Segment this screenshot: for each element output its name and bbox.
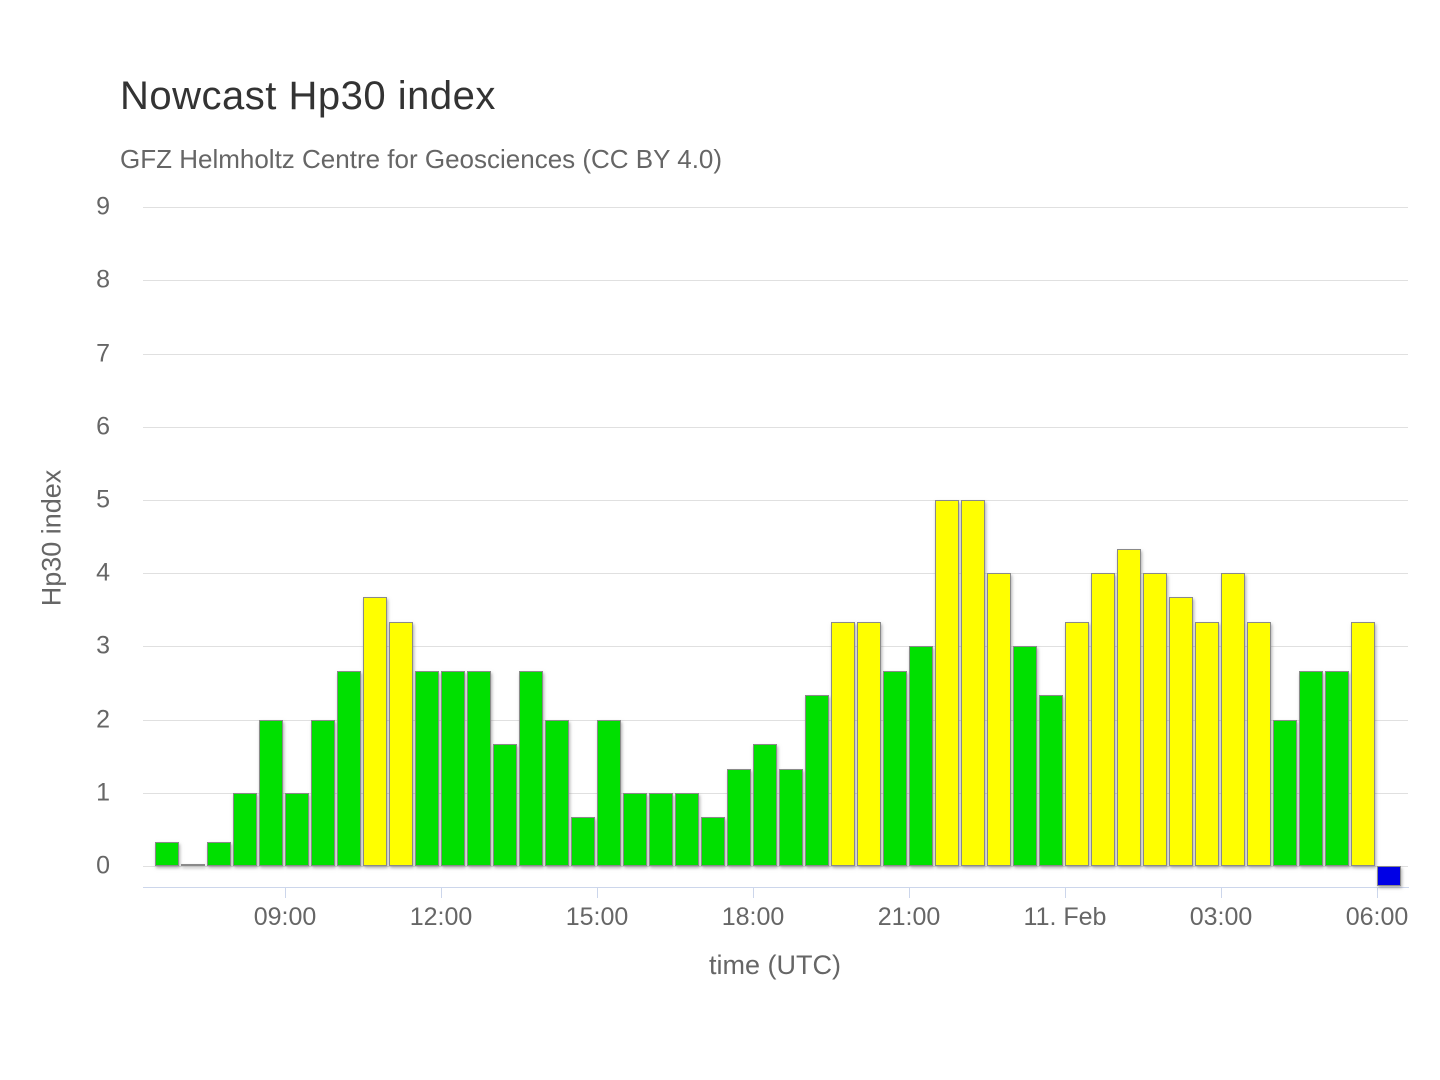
hp30-bar[interactable] (1273, 720, 1297, 866)
hp30-bar[interactable] (675, 793, 699, 866)
y-axis-tick-label: 3 (96, 631, 110, 660)
x-axis-tick-label: 21:00 (877, 903, 941, 931)
y-gridline (143, 280, 1408, 281)
hp30-bar[interactable] (805, 695, 829, 866)
hp30-bar[interactable] (467, 671, 491, 866)
hp30-bar[interactable] (259, 720, 283, 866)
x-axis-tick (753, 888, 754, 898)
hp30-bar[interactable] (883, 671, 907, 866)
hp30-bar[interactable] (207, 842, 231, 866)
y-gridline (143, 207, 1408, 208)
y-gridline (143, 500, 1408, 501)
y-axis-tick-label: 9 (96, 192, 110, 221)
hp30-bar[interactable] (519, 671, 543, 866)
hp30-bar[interactable] (701, 817, 725, 866)
x-axis-tick-label: 06:00 (1345, 903, 1409, 931)
hp30-bar[interactable] (857, 622, 881, 866)
hp30-bar[interactable] (337, 671, 361, 866)
hp30-bar[interactable] (935, 500, 959, 866)
hp30-bar[interactable] (1039, 695, 1063, 866)
y-axis-tick-label: 7 (96, 339, 110, 368)
x-axis-tick-label: 09:00 (253, 903, 317, 931)
y-gridline (143, 427, 1408, 428)
y-gridline (143, 573, 1408, 574)
chart-title: Nowcast Hp30 index (120, 74, 496, 118)
hp30-bar[interactable] (779, 769, 803, 866)
hp30-bar[interactable] (1117, 549, 1141, 866)
x-axis-tick (285, 888, 286, 898)
x-axis-tick (1377, 888, 1378, 898)
hp30-bar[interactable] (1325, 671, 1349, 866)
x-axis-tick (597, 888, 598, 898)
hp30-bar[interactable] (1169, 597, 1193, 866)
hp30-bar[interactable] (909, 646, 933, 866)
hp30-bar[interactable] (831, 622, 855, 866)
hp30-bar[interactable] (1247, 622, 1271, 866)
x-axis-tick-label: 11. Feb (1023, 903, 1107, 931)
y-gridline (143, 646, 1408, 647)
hp30-bar[interactable] (753, 744, 777, 866)
y-axis-tick-label: 8 (96, 265, 110, 294)
hp30-bar[interactable] (493, 744, 517, 866)
hp30-bar[interactable] (389, 622, 413, 866)
hp30-bar[interactable] (155, 842, 179, 866)
x-axis-tick-label: 03:00 (1189, 903, 1253, 931)
x-axis-tick-label: 15:00 (565, 903, 629, 931)
hp30-bar[interactable] (1013, 646, 1037, 866)
hp30-bar[interactable] (597, 720, 621, 866)
hp30-bar[interactable] (1195, 622, 1219, 866)
x-axis-title: time (UTC) (709, 950, 841, 980)
pending-bar[interactable] (1377, 866, 1401, 886)
hp30-bar[interactable] (311, 720, 335, 866)
x-axis-tick (909, 888, 910, 898)
x-axis-line (143, 887, 1409, 888)
hp30-bar[interactable] (649, 793, 673, 866)
hp30-bar[interactable] (441, 671, 465, 866)
y-axis-tick-label: 1 (96, 778, 110, 807)
hp30-bar[interactable] (233, 793, 257, 866)
y-axis-tick-label: 4 (96, 558, 110, 587)
hp30-bar[interactable] (1351, 622, 1375, 866)
y-gridline (143, 720, 1408, 721)
hp30-bar[interactable] (1091, 573, 1115, 866)
hp30-bar[interactable] (1299, 671, 1323, 866)
hp30-bar[interactable] (545, 720, 569, 866)
y-axis-tick-label: 6 (96, 412, 110, 441)
hp30-bar[interactable] (415, 671, 439, 866)
hp30-bar[interactable] (987, 573, 1011, 866)
x-axis-tick-label: 12:00 (409, 903, 473, 931)
x-axis-tick (1065, 888, 1066, 898)
hp30-bar[interactable] (181, 864, 205, 866)
hp30-bar[interactable] (623, 793, 647, 866)
y-axis-tick-label: 0 (96, 851, 110, 880)
hp30-bar[interactable] (285, 793, 309, 866)
hp30-bar[interactable] (1065, 622, 1089, 866)
hp30-bar[interactable] (1143, 573, 1167, 866)
y-gridline (143, 354, 1408, 355)
x-axis-tick-label: 18:00 (721, 903, 785, 931)
x-axis-tick (1221, 888, 1222, 898)
hp30-bar[interactable] (961, 500, 985, 866)
y-axis-tick-label: 5 (96, 485, 110, 514)
y-axis-tick-label: 2 (96, 705, 110, 734)
y-gridline (143, 866, 1408, 867)
x-axis-tick (441, 888, 442, 898)
hp30-bar[interactable] (727, 769, 751, 866)
hp30-bar[interactable] (571, 817, 595, 866)
hp30-bar[interactable] (1221, 573, 1245, 866)
chart-subtitle: GFZ Helmholtz Centre for Geosciences (CC… (120, 144, 723, 174)
hp30-bar[interactable] (363, 597, 387, 866)
